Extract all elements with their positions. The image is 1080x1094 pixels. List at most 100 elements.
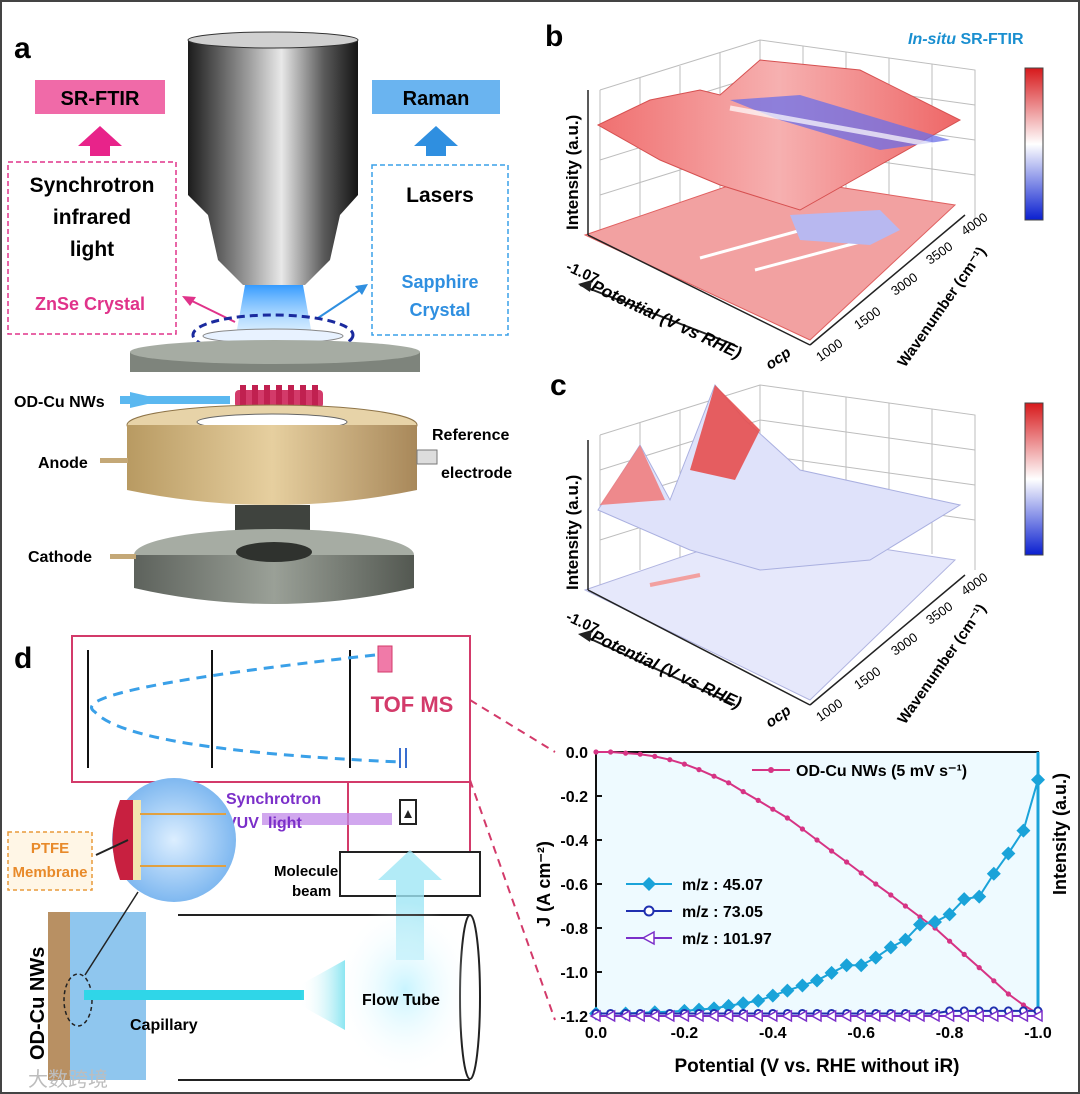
- reference-electrode: [416, 449, 438, 465]
- data-point-s1-7: [736, 996, 751, 1011]
- data-point-s3-15: [810, 1009, 822, 1023]
- y-tick-label: -1.0: [560, 965, 588, 982]
- b-floor-blue-patch: [790, 210, 900, 245]
- sr-ftir-box: [35, 80, 165, 114]
- chart-ticks: 0.0 -0.2 -0.4 -0.6 -0.8 -1.0 0.0 -0.2 -0.4 -0.6 -0…: [560, 745, 1051, 1042]
- data-point-s3-26: [972, 1009, 984, 1023]
- data-point-s1-23: [972, 889, 987, 904]
- title-italic: In-situ: [908, 31, 956, 48]
- membrane-zoom-bubble: [112, 778, 236, 902]
- arrow-icon: [578, 630, 592, 642]
- data-point-s0-12: [770, 806, 776, 812]
- x-tick-label: -0.2: [671, 1025, 699, 1042]
- b-intensity-label: Intensity (a.u.): [563, 115, 582, 230]
- legend-marker: [643, 905, 655, 917]
- b-tick-1000: 1000: [813, 336, 845, 365]
- data-point-s0-25: [961, 951, 967, 958]
- membrane-catalyst: [112, 800, 135, 880]
- chart-legend: OD-Cu NWs (5 mV s⁻¹) m/z : 45.07 m/z : 73.…: [626, 763, 967, 948]
- data-point-s0-1: [607, 749, 614, 755]
- capillary-tube: [84, 990, 304, 1000]
- data-point-s0-11: [755, 797, 761, 804]
- b-wavenumber-axis: [809, 214, 966, 346]
- ptfe-line2: Membrane: [12, 864, 87, 881]
- data-point-s0-26: [976, 965, 982, 971]
- odcu-label-a: OD-Cu NWs: [14, 394, 105, 411]
- flow-tube-label: Flow Tube: [362, 992, 440, 1009]
- data-point-s3-22: [913, 1009, 925, 1023]
- panel-label-d: d: [14, 642, 32, 675]
- synchrotron-d-label: Synchrotron: [226, 791, 321, 808]
- reference-line2: electrode: [441, 465, 512, 482]
- data-point-s3-1: [604, 1009, 616, 1023]
- data-point-s3-0: [589, 1009, 601, 1023]
- ptfe-box: [7, 831, 93, 891]
- data-point-s0-3: [637, 751, 643, 757]
- b-potential-axis: [587, 234, 811, 346]
- data-point-s3-20: [884, 1009, 896, 1023]
- data-point-s1-20: [928, 915, 943, 930]
- data-point-s3-19: [869, 1009, 881, 1023]
- data-point-s0-0: [593, 749, 599, 755]
- capillary-label: Capillary: [130, 1017, 198, 1034]
- data-point-s1-9: [765, 988, 780, 1003]
- top-plate-surface: [130, 340, 420, 364]
- b-potential-arrow: [579, 284, 736, 346]
- arrow-icon: [578, 280, 592, 292]
- data-point-s0-29: [1020, 1002, 1027, 1008]
- data-point-s1-11: [795, 978, 810, 993]
- b-tick-3000: 3000: [888, 270, 920, 299]
- data-point-s0-28: [1005, 991, 1011, 997]
- data-point-s0-19: [873, 881, 879, 887]
- detector: [377, 645, 393, 673]
- data-point-s3-27: [987, 1009, 999, 1023]
- cathode-label: Cathode: [28, 549, 92, 566]
- raman-label: Raman: [403, 88, 470, 110]
- b-tick-4000: 4000: [958, 210, 990, 239]
- x-tick-label: -1.0: [1024, 1025, 1052, 1042]
- y-tick-label: -0.6: [560, 877, 588, 894]
- nanowire-cluster: [235, 385, 323, 409]
- lasers-label: Lasers: [406, 184, 474, 207]
- c-tick-4000: 4000: [958, 570, 990, 599]
- ptfe-line1: PTFE: [31, 840, 69, 857]
- c-tick-1500: 1500: [851, 664, 883, 693]
- data-point-s1-27: [1031, 772, 1045, 787]
- panel-label-a: a: [14, 32, 31, 65]
- objective-lens-icon: [188, 40, 358, 285]
- flow-glow: [335, 902, 475, 1078]
- data-point-s0-10: [740, 789, 746, 795]
- data-point-s0-20: [888, 892, 894, 898]
- y-tick-label: 0.0: [566, 745, 588, 762]
- synchrotron-line1: Synchrotron: [30, 174, 155, 197]
- data-point-s1-10: [780, 983, 795, 998]
- panel-c: c Intensity (a.u.) -1.07 Potential (V vs…: [550, 369, 1044, 731]
- data-point-s3-25: [957, 1009, 969, 1023]
- data-point-s3-24: [943, 1009, 955, 1023]
- arrow-icon: [182, 296, 196, 306]
- data-point-s0-17: [844, 859, 850, 865]
- c-red-peak-2: [690, 385, 760, 480]
- molecule-line1: Molecule: [274, 863, 338, 880]
- b-colorbar: [1024, 67, 1044, 221]
- title-rest: SR-FTIR: [956, 31, 1024, 48]
- data-point-s0-27: [991, 978, 997, 984]
- electrochemical-cell: [127, 425, 417, 505]
- y-tick-label: -1.2: [560, 1009, 588, 1026]
- anode-label: Anode: [38, 455, 88, 472]
- sapphire-line1: Sapphire: [401, 272, 478, 292]
- lsv-chart: 0.0 -0.2 -0.4 -0.6 -0.8 -1.0 0.0 -0.2 -0.4 -0.6 -0…: [534, 745, 1070, 1077]
- data-point-s3-3: [633, 1009, 645, 1023]
- data-point-s0-14: [799, 826, 806, 832]
- data-point-s0-13: [784, 815, 790, 821]
- c-tick-1000: 1000: [813, 696, 845, 725]
- legend-label: m/z : 73.05: [682, 904, 763, 921]
- legend-marker: [641, 930, 655, 946]
- data-point-s1-19: [912, 917, 927, 932]
- odcu-arrow-shaft: [130, 396, 230, 404]
- data-point-s0-18: [858, 870, 864, 876]
- b-floor-stripe: [754, 240, 861, 272]
- molecule-line2: beam: [292, 883, 331, 900]
- data-point-s0-2: [623, 750, 629, 756]
